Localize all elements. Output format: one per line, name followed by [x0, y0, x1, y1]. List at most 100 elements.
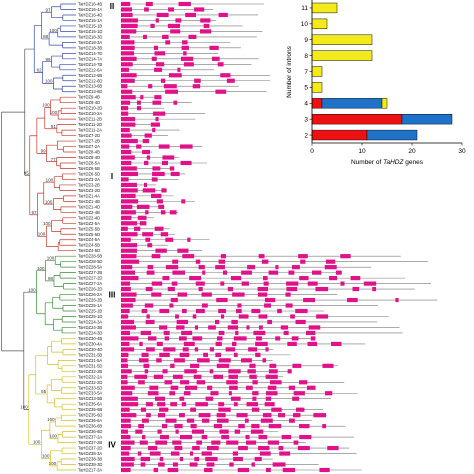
tree-branch	[53, 275, 64, 287]
exon-block	[121, 160, 132, 166]
exon-block	[200, 18, 211, 23]
exon-block	[275, 336, 281, 341]
tree-branch	[60, 261, 76, 268]
gene-label: TaHDZ25-1D	[78, 314, 102, 319]
exon-block	[170, 297, 178, 303]
tree-branch	[61, 387, 76, 394]
gene-label: TaHDZ3-2D	[78, 188, 100, 193]
exon-block	[255, 341, 268, 347]
exon-block	[329, 276, 338, 281]
chart-x-tick-label: 0	[310, 148, 314, 155]
gene-label: TaHDZ35-6A	[78, 402, 102, 407]
exon-block	[153, 374, 164, 379]
exon-block	[152, 100, 162, 105]
exon-block	[340, 281, 345, 286]
exon-block	[136, 204, 150, 209]
gene-label: TaHDZ11-2A	[78, 128, 102, 133]
exon-block	[121, 243, 138, 248]
exon-block	[121, 122, 136, 127]
exon-block	[140, 462, 146, 467]
exon-block	[153, 467, 159, 473]
exon-block	[163, 84, 177, 89]
exon-block	[220, 73, 231, 78]
exon-block	[295, 319, 306, 325]
exon-block	[121, 297, 136, 303]
gene-label: TaHDZ36-6A	[78, 418, 102, 423]
exon-block	[235, 330, 239, 336]
tree-branch	[24, 48, 35, 176]
bootstrap-value: 100	[45, 199, 53, 204]
bootstrap-value: 100	[50, 110, 58, 115]
exon-block	[228, 369, 241, 374]
exon-block	[162, 155, 175, 160]
exon-block	[209, 347, 215, 352]
exon-block	[181, 330, 193, 336]
exon-block	[254, 456, 262, 462]
exon-block	[155, 248, 167, 253]
exon-block	[168, 7, 175, 12]
exon-block	[363, 281, 377, 286]
exon-block	[165, 40, 171, 45]
exon-block	[324, 265, 337, 270]
exon-block	[247, 369, 256, 374]
exon-block	[136, 106, 142, 111]
tree-branch	[23, 291, 37, 410]
exon-block	[137, 451, 142, 456]
exon-block	[264, 297, 276, 303]
exon-block	[121, 336, 139, 341]
exon-block	[218, 330, 225, 336]
exon-block	[315, 286, 329, 292]
exon-block	[258, 325, 263, 330]
bootstrap-value: 100	[46, 177, 54, 182]
exon-block	[181, 199, 186, 204]
tree-branch	[59, 162, 76, 169]
exon-block	[121, 445, 131, 451]
exon-block	[231, 319, 238, 325]
exon-block	[159, 352, 170, 357]
exon-block	[179, 144, 193, 149]
tree-branch	[51, 340, 63, 353]
exon-block	[154, 226, 164, 231]
exon-block	[201, 451, 212, 456]
exon-block	[278, 445, 284, 451]
tree-branch	[63, 195, 76, 202]
gene-label: TaHDZ3-2A	[78, 177, 100, 182]
gene-label: TaHDZ24-3A	[78, 319, 102, 324]
exon-block	[121, 204, 133, 209]
exon-block	[258, 445, 270, 451]
exon-block	[121, 111, 129, 116]
exon-block	[121, 467, 131, 473]
exon-block	[121, 1, 131, 7]
gene-label: TaHDZ6-5D	[78, 171, 100, 176]
exon-block	[218, 407, 231, 412]
gene-label: TaHDZ33-5D	[78, 385, 102, 390]
exon-block	[238, 314, 249, 319]
tree-branch	[53, 77, 63, 90]
exon-block	[163, 347, 176, 352]
exon-block	[121, 347, 135, 352]
exon-block	[220, 314, 225, 319]
exon-block	[158, 144, 170, 149]
exon-block	[121, 286, 131, 292]
exon-block	[121, 402, 139, 407]
exon-block	[226, 78, 235, 83]
chart-bar	[401, 113, 453, 125]
chart-bar	[311, 98, 323, 109]
gene-label: TaHDZ28-5B	[78, 254, 102, 259]
exon-block	[325, 259, 336, 264]
exon-block	[156, 199, 163, 204]
group-label: IV	[108, 441, 116, 450]
exon-block	[156, 341, 163, 347]
gene-label: TaHDZ9-4D	[78, 100, 100, 105]
exon-block	[216, 413, 226, 418]
exon-block	[121, 62, 133, 67]
tree-branch	[47, 346, 59, 365]
exon-block	[298, 380, 308, 385]
bootstrap-value: 100	[49, 434, 57, 439]
gene-label: TaHDZ32-2A	[78, 374, 102, 379]
exon-block	[158, 204, 165, 209]
exon-block	[134, 226, 141, 231]
exon-block	[313, 413, 326, 418]
chart-y-tick-label: 2	[304, 132, 308, 139]
